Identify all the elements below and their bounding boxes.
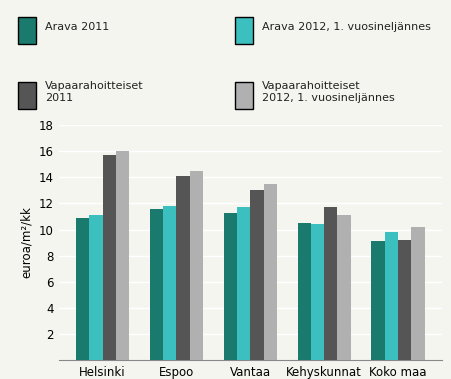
Bar bbox=[263, 184, 277, 360]
Bar bbox=[163, 206, 176, 360]
Y-axis label: euroa/m²/kk: euroa/m²/kk bbox=[20, 207, 33, 279]
Bar bbox=[250, 190, 263, 360]
Bar bbox=[103, 155, 116, 360]
FancyBboxPatch shape bbox=[235, 17, 253, 44]
Bar bbox=[324, 207, 337, 360]
Bar bbox=[150, 208, 163, 360]
FancyBboxPatch shape bbox=[18, 83, 36, 109]
Bar bbox=[411, 227, 424, 360]
Bar bbox=[371, 241, 385, 360]
Bar bbox=[76, 218, 89, 360]
Bar bbox=[398, 240, 411, 360]
Bar bbox=[190, 171, 203, 360]
Bar bbox=[224, 213, 237, 360]
Bar bbox=[298, 223, 311, 360]
FancyBboxPatch shape bbox=[18, 17, 36, 44]
Bar bbox=[89, 215, 103, 360]
Text: Arava 2011: Arava 2011 bbox=[45, 22, 109, 32]
Bar bbox=[385, 232, 398, 360]
Text: Arava 2012, 1. vuosineljännes: Arava 2012, 1. vuosineljännes bbox=[262, 22, 430, 32]
Bar bbox=[237, 207, 250, 360]
Bar bbox=[311, 224, 324, 360]
Bar bbox=[337, 215, 351, 360]
Bar bbox=[116, 151, 129, 360]
Text: Vapaarahoitteiset
2012, 1. vuosineljännes: Vapaarahoitteiset 2012, 1. vuosineljänne… bbox=[262, 81, 394, 103]
Text: Vapaarahoitteiset
2011: Vapaarahoitteiset 2011 bbox=[45, 81, 144, 103]
FancyBboxPatch shape bbox=[235, 83, 253, 109]
Bar bbox=[176, 176, 190, 360]
